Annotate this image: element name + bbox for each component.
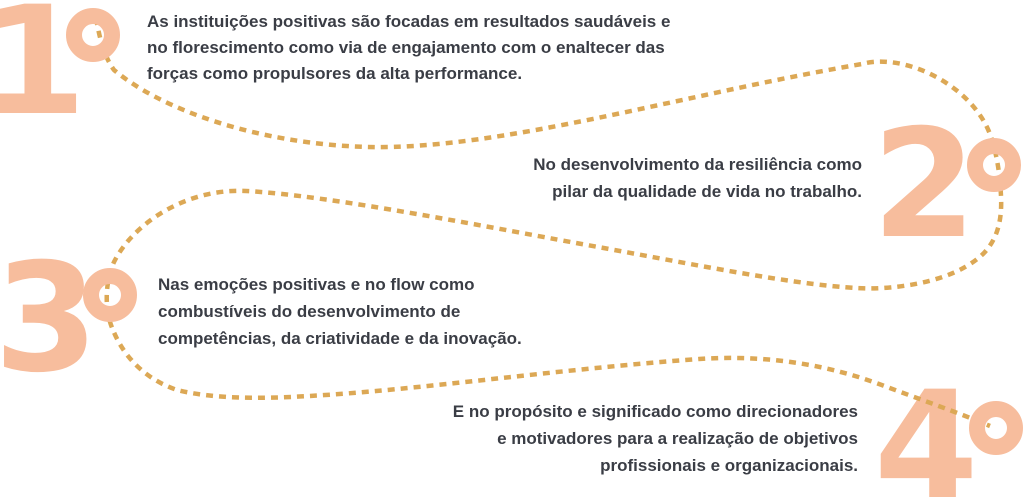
step-4-number: 4 [874, 360, 979, 497]
step-3-text-line-1: Nas emoções positivas e no flow como [158, 275, 475, 294]
step-1-text-line-2: no florescimento como via de engajamento… [147, 38, 665, 57]
step-3-number: 3 [0, 232, 99, 406]
step-3-text: Nas emoções positivas e no flow como com… [158, 271, 598, 352]
step-3-text-line-2: combustíveis do desenvolvimento de [158, 302, 461, 321]
step-2-ordinal-ring: º [967, 138, 1021, 192]
step-2-number: 2 [872, 98, 977, 272]
step-1-ordinal-ring: º [66, 8, 120, 62]
step-1-text: As instituições positivas são focadas em… [147, 9, 747, 87]
step-1-text-line-1: As instituições positivas são focadas em… [147, 12, 671, 31]
step-4-text-line-1: E no propósito e significado como direci… [452, 402, 858, 421]
step-4-ordinal-ring: º [969, 401, 1023, 455]
step-4-text-line-3: profissionais e organizacionais. [600, 456, 858, 475]
step-2-text-line-1: No desenvolvimento da resiliência como [533, 155, 862, 174]
step-2-text: No desenvolvimento da resiliência como p… [412, 151, 862, 205]
step-3-text-line-3: competências, da criatividade e da inova… [158, 329, 522, 348]
step-3-ordinal-ring: º [83, 268, 137, 322]
dotted-curve [93, 17, 1004, 429]
step-4-text: E no propósito e significado como direci… [408, 398, 858, 479]
step-1-text-line-3: forças como propulsores da alta performa… [147, 64, 523, 83]
step-2-text-line-2: pilar da qualidade de vida no trabalho. [552, 182, 862, 201]
step-4-text-line-2: e motivadores para a realização de objet… [497, 429, 858, 448]
